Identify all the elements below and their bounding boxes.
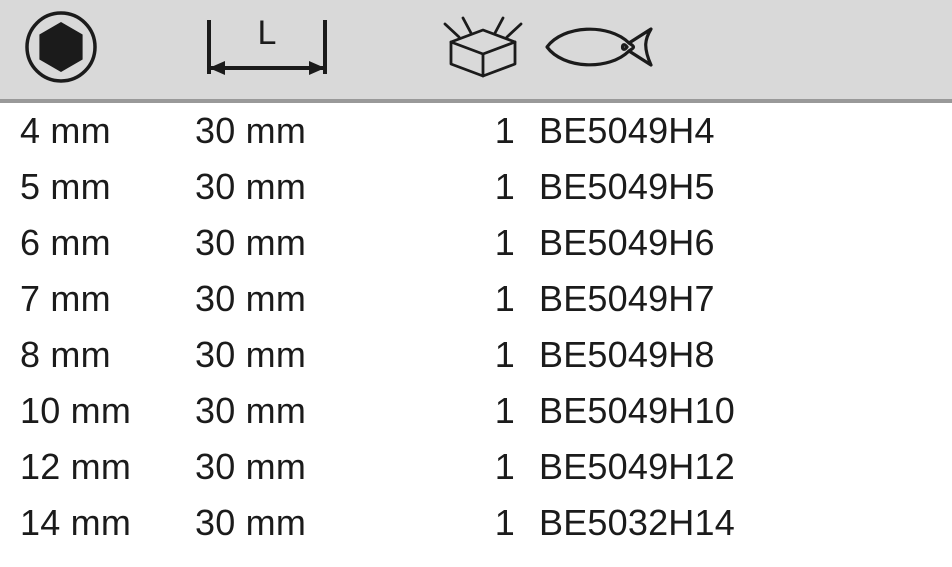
- cell-code: BE5049H7: [525, 271, 925, 327]
- cell-code: BE5049H4: [525, 103, 925, 159]
- cell-size: 14 mm: [0, 495, 195, 551]
- cell-size: 10 mm: [0, 383, 195, 439]
- fish-icon: [539, 17, 659, 82]
- cell-size: 6 mm: [0, 215, 195, 271]
- table-row: 6 mm 30 mm 1 BE5049H6: [0, 215, 952, 271]
- table-row: 10 mm 30 mm 1 BE5049H10: [0, 383, 952, 439]
- cell-length: 30 mm: [195, 103, 420, 159]
- table-row: 5 mm 30 mm 1 BE5049H5: [0, 159, 952, 215]
- header-cell-size: [0, 8, 195, 91]
- header-cell-length: L: [195, 8, 420, 91]
- cell-qty: 1: [420, 327, 525, 383]
- cell-qty: 1: [420, 495, 525, 551]
- cell-code: BE5049H12: [525, 439, 925, 495]
- cell-qty: 1: [420, 159, 525, 215]
- cell-size: 8 mm: [0, 327, 195, 383]
- cell-qty: 1: [420, 383, 525, 439]
- cell-size: 7 mm: [0, 271, 195, 327]
- cell-qty: 1: [420, 439, 525, 495]
- length-L-icon: L: [197, 8, 337, 91]
- table-row: 12 mm 30 mm 1 BE5049H12: [0, 439, 952, 495]
- cell-size: 4 mm: [0, 103, 195, 159]
- spec-table: L: [0, 0, 952, 551]
- cell-qty: 1: [420, 103, 525, 159]
- cell-code: BE5032H14: [525, 495, 925, 551]
- box-icon: [439, 12, 527, 87]
- cell-length: 30 mm: [195, 383, 420, 439]
- cell-size: 5 mm: [0, 159, 195, 215]
- svg-text:L: L: [258, 14, 277, 52]
- cell-length: 30 mm: [195, 439, 420, 495]
- table-header-row: L: [0, 0, 952, 103]
- cell-size: 12 mm: [0, 439, 195, 495]
- table-row: 4 mm 30 mm 1 BE5049H4: [0, 103, 952, 159]
- cell-qty: 1: [420, 215, 525, 271]
- table-row: 14 mm 30 mm 1 BE5032H14: [0, 495, 952, 551]
- cell-code: BE5049H8: [525, 327, 925, 383]
- cell-length: 30 mm: [195, 327, 420, 383]
- header-cell-qty: [420, 12, 525, 87]
- cell-length: 30 mm: [195, 271, 420, 327]
- cell-length: 30 mm: [195, 215, 420, 271]
- header-cell-code: [525, 17, 925, 82]
- cell-qty: 1: [420, 271, 525, 327]
- cell-length: 30 mm: [195, 495, 420, 551]
- cell-code: BE5049H10: [525, 383, 925, 439]
- cell-length: 30 mm: [195, 159, 420, 215]
- cell-code: BE5049H6: [525, 215, 925, 271]
- table-row: 8 mm 30 mm 1 BE5049H8: [0, 327, 952, 383]
- cell-code: BE5049H5: [525, 159, 925, 215]
- hex-socket-icon: [22, 8, 100, 91]
- table-row: 7 mm 30 mm 1 BE5049H7: [0, 271, 952, 327]
